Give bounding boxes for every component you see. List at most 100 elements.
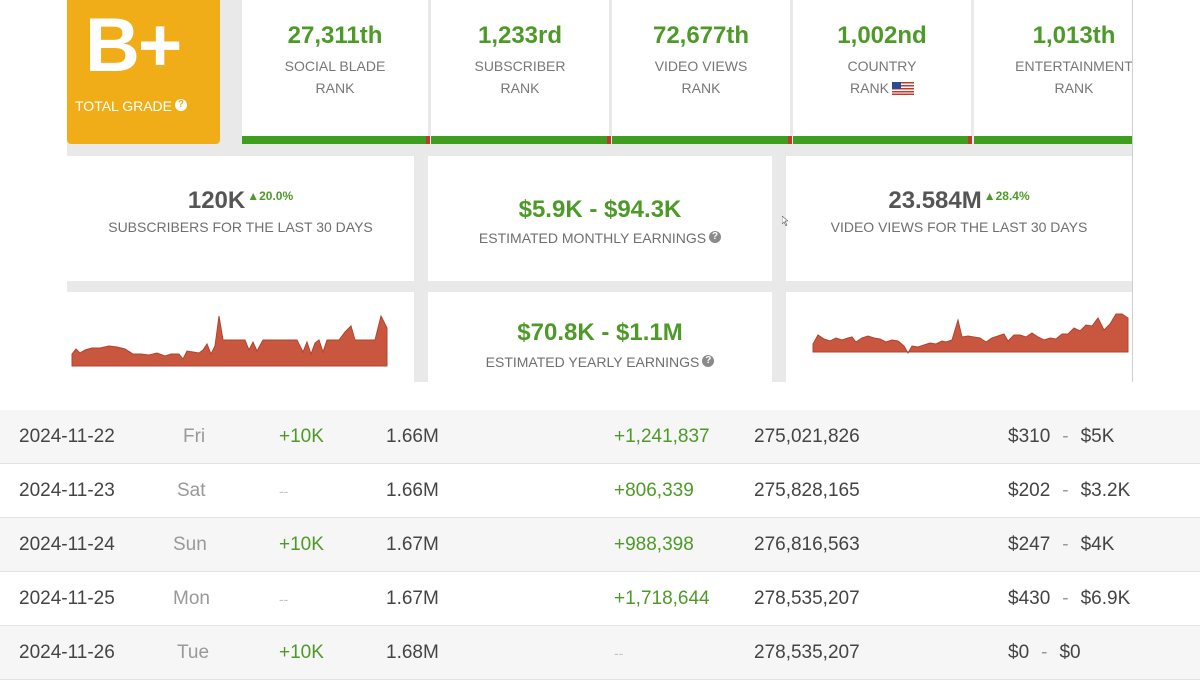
- rank-value: 27,311th: [287, 22, 383, 49]
- rank-label-line2: RANK: [681, 80, 721, 96]
- rank-label-line2: RANK: [1054, 80, 1094, 96]
- rank-label-line1: ENTERTAINMENT: [1015, 58, 1132, 74]
- rank-label: VIDEO VIEWS RANK: [612, 55, 790, 99]
- views-change-cell: --: [614, 625, 754, 680]
- day-text: Tue: [177, 641, 210, 663]
- rank-bar: [974, 136, 1132, 144]
- subscribers-sparkline: [71, 314, 388, 367]
- help-icon[interactable]: ?: [174, 99, 187, 111]
- help-icon[interactable]: ?: [702, 355, 715, 367]
- rank-label-line1: SOCIAL BLADE: [284, 58, 386, 74]
- earnings-low: $310: [1008, 425, 1051, 447]
- subscriber-change-cell: +10K: [279, 625, 386, 680]
- rank-label: ENTERTAINMENT RANK: [974, 55, 1132, 99]
- rank-bar: [612, 136, 790, 144]
- daily-stats-table: 2024-11-22 Fri +10K 1.66M +1,241,837 275…: [0, 410, 1200, 680]
- entertainment-rank-tile: 1,013th ENTERTAINMENT RANK: [974, 0, 1132, 144]
- rank-value: 1,013th: [1032, 22, 1116, 49]
- rank-bar: [431, 136, 609, 144]
- earnings-cell: $430- $6.9K: [1008, 571, 1200, 626]
- subscriber-change-cell: +10K: [279, 517, 386, 572]
- views-value: 23.584M: [888, 187, 982, 214]
- stat-label: VIDEO VIEWS FOR THE LAST 30 DAYS: [830, 219, 1088, 235]
- subscriber-change-cell: --: [279, 463, 386, 518]
- table-row: 2024-11-24 Sun +10K 1.67M +988,398 276,8…: [0, 517, 1200, 572]
- day-cell: Fri: [159, 410, 279, 464]
- earnings-separator: -: [1062, 533, 1069, 555]
- views-total-cell: 276,816,563: [754, 517, 1008, 572]
- date-cell: 2024-11-22: [0, 410, 159, 464]
- channel-summary-panel: B+ TOTAL GRADE? 27,311th SOCIAL BLADE RAN…: [67, 0, 1132, 382]
- day-text: Sun: [173, 533, 207, 555]
- subscriber-total-cell: 1.66M: [386, 463, 614, 518]
- rank-value: 1,002nd: [837, 22, 927, 49]
- views-change-cell: +988,398: [614, 517, 754, 572]
- monthly-earnings-value: $5.9K - $94.3K: [518, 196, 682, 223]
- rank-bar: [793, 136, 971, 144]
- sparkline-area: [71, 314, 388, 367]
- video-views-sparkline-tile: [786, 292, 1132, 382]
- yearly-earnings-value: $70.8K - $1.1M: [517, 319, 683, 346]
- monthly-earnings-label: ESTIMATED MONTHLY EARNINGS: [478, 230, 707, 246]
- video-views-30-days-tile: 23.584M ▲28.4% VIDEO VIEWS FOR THE LAST 3…: [786, 156, 1132, 281]
- help-icon[interactable]: ?: [709, 231, 722, 243]
- earnings-separator: -: [1062, 425, 1069, 447]
- subscriber-change-cell: --: [279, 571, 386, 626]
- date-cell: 2024-11-24: [0, 517, 159, 572]
- day-cell: Tue: [159, 625, 279, 680]
- views-change-cell: +1,718,644: [614, 571, 754, 626]
- subs-change: ▲20.0%: [247, 189, 294, 203]
- monthly-earnings-tile: $5.9K - $94.3K ESTIMATED MONTHLY EARNING…: [428, 156, 772, 281]
- stat-label: ESTIMATED YEARLY EARNINGS?: [428, 354, 772, 370]
- stat-value: 120K ▲20.0%: [67, 187, 414, 215]
- earnings-low: $202: [1008, 479, 1051, 501]
- rank-label-line2: RANK: [850, 80, 889, 96]
- earnings-high: $3.2K: [1080, 479, 1131, 501]
- rank-label: SOCIAL BLADE RANK: [242, 55, 428, 99]
- yearly-earnings-tile: $70.8K - $1.1M ESTIMATED YEARLY EARNINGS…: [428, 292, 772, 382]
- subs-value: 120K: [187, 187, 246, 214]
- yearly-earnings-label: ESTIMATED YEARLY EARNINGS: [485, 354, 700, 370]
- views-total-cell: 278,535,207: [754, 571, 1008, 626]
- subscriber-total-cell: 1.67M: [386, 571, 614, 626]
- day-text: Fri: [183, 425, 206, 447]
- social-blade-rank-tile: 27,311th SOCIAL BLADE RANK: [242, 0, 428, 144]
- video-views-rank-tile: 72,677th VIDEO VIEWS RANK: [612, 0, 790, 144]
- subscribers-30-days-tile: 120K ▲20.0% SUBSCRIBERS FOR THE LAST 30 D…: [67, 156, 414, 281]
- table-row: 2024-11-26 Tue +10K 1.68M -- 278,535,207…: [0, 625, 1200, 680]
- rank-bar: [242, 136, 428, 144]
- table-row: 2024-11-25 Mon -- 1.67M +1,718,644 278,5…: [0, 571, 1200, 626]
- rank-value: 72,677th: [652, 22, 750, 49]
- date-cell: 2024-11-26: [0, 625, 159, 680]
- rank-bar-divider: [788, 136, 792, 144]
- earnings-cell: $310- $5K: [1008, 410, 1200, 464]
- rank-value: 1,233rd: [477, 22, 563, 49]
- rank-bar-divider: [968, 136, 972, 144]
- sparkline-area: [812, 313, 1129, 355]
- table-row: 2024-11-22 Fri +10K 1.66M +1,241,837 275…: [0, 410, 1200, 464]
- earnings-high: $5K: [1080, 425, 1115, 447]
- earnings-high: $6.9K: [1080, 587, 1131, 609]
- day-text: Sat: [177, 479, 206, 501]
- mouse-cursor-icon: [782, 216, 788, 226]
- earnings-low: $247: [1008, 533, 1051, 555]
- grade-label: TOTAL GRADE?: [75, 98, 187, 114]
- earnings-cell: $247- $4K: [1008, 517, 1200, 572]
- views-change-cell: +806,339: [614, 463, 754, 518]
- country-rank-tile: 1,002nd COUNTRY RANK: [793, 0, 971, 144]
- rank-bar-divider: [607, 136, 611, 144]
- views-change-cell: +1,241,837: [614, 410, 754, 464]
- earnings-separator: -: [1041, 641, 1048, 663]
- stat-label: ESTIMATED MONTHLY EARNINGS?: [428, 230, 772, 246]
- subscriber-change-cell: +10K: [279, 410, 386, 464]
- subscriber-rank-tile: 1,233rd SUBSCRIBER RANK: [431, 0, 609, 144]
- earnings-low: $0: [1008, 641, 1030, 663]
- earnings-cell: $202- $3.2K: [1008, 463, 1200, 518]
- rank-label-line2: RANK: [500, 80, 540, 96]
- us-flag-icon: [891, 82, 914, 95]
- rank-label-line1: SUBSCRIBER: [474, 58, 566, 74]
- views-total-cell: 278,535,207: [754, 625, 1008, 680]
- total-grade-card: B+ TOTAL GRADE?: [67, 0, 220, 144]
- earnings-cell: $0- $0: [1008, 625, 1200, 680]
- earnings-low: $430: [1008, 587, 1051, 609]
